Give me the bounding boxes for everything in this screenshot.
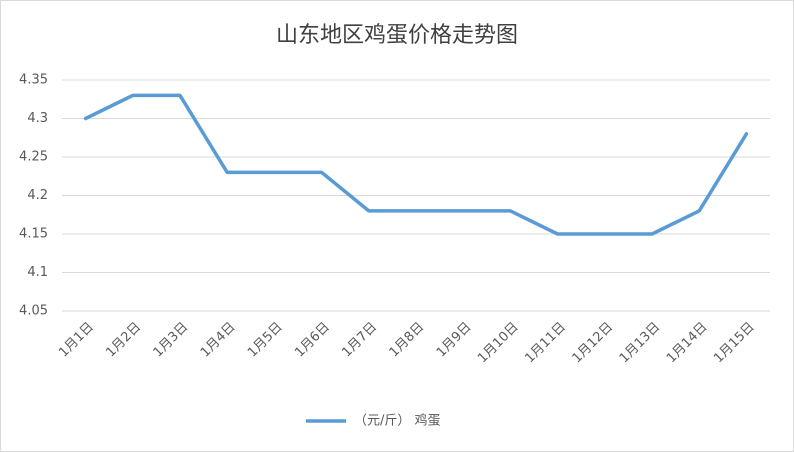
y-tick-label: 4.35 [19, 73, 48, 88]
y-tick-label: 4.1 [27, 265, 48, 280]
chart-title: 山东地区鸡蛋价格走势图 [276, 23, 518, 48]
y-tick-label: 4.2 [27, 188, 48, 203]
data-line [83, 93, 749, 236]
y-tick-label: 4.3 [27, 111, 48, 126]
legend-label: （元/斤） 鸡蛋 [354, 413, 441, 429]
y-tick-label: 4.15 [19, 227, 48, 242]
y-tick-label: 4.05 [19, 304, 48, 319]
y-tick-label: 4.25 [19, 150, 48, 165]
